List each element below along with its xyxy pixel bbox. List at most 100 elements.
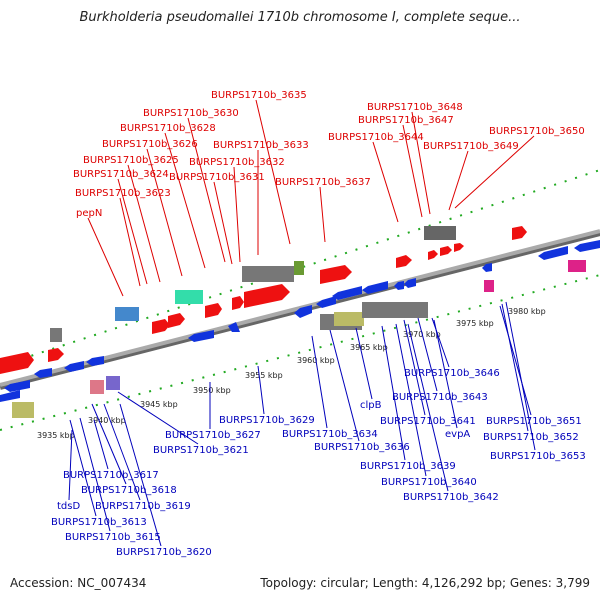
gene-label[interactable]: BURPS1710b_3639 <box>360 461 456 472</box>
gene-arrow[interactable] <box>205 303 222 318</box>
gene-arrow[interactable] <box>404 278 416 288</box>
gene-arrow[interactable] <box>482 263 492 272</box>
label-leader-line <box>117 178 148 285</box>
gene-label[interactable]: BURPS1710b_3632 <box>189 157 285 168</box>
gene-arrow[interactable] <box>440 246 452 256</box>
kbp-tick-label: 3935 kbp <box>37 431 75 440</box>
label-leader-line <box>501 303 529 432</box>
gene-arrow[interactable] <box>152 319 170 334</box>
gene-label[interactable]: BURPS1710b_3647 <box>358 115 454 126</box>
gene-label[interactable]: BURPS1710b_3620 <box>116 547 212 558</box>
kbp-tick-label: 3955 kbp <box>245 371 283 380</box>
gene-arrow[interactable] <box>316 296 336 308</box>
gene-block[interactable] <box>90 380 104 394</box>
gene-label[interactable]: BURPS1710b_3628 <box>120 123 216 134</box>
gene-label[interactable]: BURPS1710b_3631 <box>169 172 265 183</box>
gene-label[interactable]: BURPS1710b_3642 <box>403 492 499 503</box>
gene-label[interactable]: BURPS1710b_3650 <box>489 126 585 137</box>
gene-block[interactable] <box>175 290 203 304</box>
gene-arrow[interactable] <box>4 380 30 392</box>
gene-block[interactable] <box>12 402 34 418</box>
gene-arrow[interactable] <box>394 281 404 290</box>
gene-label[interactable]: BURPS1710b_3648 <box>367 102 463 113</box>
gene-label[interactable]: BURPS1710b_3646 <box>404 368 500 379</box>
gene-label[interactable]: BURPS1710b_3641 <box>380 416 476 427</box>
gene-arrow[interactable] <box>64 361 84 372</box>
label-leader-line <box>255 99 291 245</box>
gene-arrow[interactable] <box>396 255 412 268</box>
gene-block[interactable] <box>242 266 294 282</box>
gene-label[interactable]: BURPS1710b_3617 <box>63 470 159 481</box>
gene-label[interactable]: BURPS1710b_3627 <box>165 430 261 441</box>
label-leader-line <box>69 419 97 517</box>
label-leader-line <box>233 166 241 263</box>
gene-arrow[interactable] <box>362 281 388 294</box>
gene-label[interactable]: BURPS1710b_3640 <box>381 477 477 488</box>
gene-arrow[interactable] <box>428 250 438 260</box>
gene-label[interactable]: BURPS1710b_3637 <box>275 177 371 188</box>
gene-arrow[interactable] <box>320 265 352 284</box>
gene-arrow[interactable] <box>34 368 52 378</box>
label-leader-line <box>117 391 199 445</box>
gene-arrow[interactable] <box>168 313 185 328</box>
gene-arrow[interactable] <box>188 330 214 342</box>
gene-label[interactable]: BURPS1710b_3630 <box>143 108 239 119</box>
gene-arrow[interactable] <box>0 390 20 402</box>
gene-arrow[interactable] <box>454 243 464 252</box>
gene-label[interactable]: BURPS1710b_3649 <box>423 141 519 152</box>
gene-label[interactable]: BURPS1710b_3625 <box>83 155 179 166</box>
gene-arrow[interactable] <box>228 322 240 332</box>
gene-label[interactable]: BURPS1710b_3626 <box>102 139 198 150</box>
gene-arrow[interactable] <box>232 296 244 310</box>
gene-arrow[interactable] <box>332 286 362 300</box>
gene-arrow[interactable] <box>244 284 290 308</box>
gene-arrow[interactable] <box>512 226 527 240</box>
gene-label[interactable]: BURPS1710b_3619 <box>95 501 191 512</box>
gene-label[interactable]: BURPS1710b_3634 <box>282 429 378 440</box>
gene-block[interactable] <box>115 307 139 321</box>
gene-label[interactable]: BURPS1710b_3624 <box>73 169 169 180</box>
label-leader-line <box>499 305 532 416</box>
label-leader-line <box>187 117 226 263</box>
kbp-tick-label: 3975 kbp <box>456 319 494 328</box>
accession-text: Accession: NC_007434 <box>10 576 147 590</box>
gene-arrow[interactable] <box>574 240 600 252</box>
gene-label[interactable]: BURPS1710b_3653 <box>490 451 586 462</box>
kbp-tick-label: 3950 kbp <box>193 386 231 395</box>
gene-block[interactable] <box>362 302 428 318</box>
gene-label[interactable]: pepN <box>76 208 102 219</box>
gene-label[interactable]: BURPS1710b_3652 <box>483 432 579 443</box>
gene-label[interactable]: BURPS1710b_3643 <box>392 392 488 403</box>
gene-label[interactable]: BURPS1710b_3633 <box>213 140 309 151</box>
gene-label[interactable]: evpA <box>445 429 470 440</box>
gene-block[interactable] <box>424 226 456 240</box>
gene-label[interactable]: BURPS1710b_3629 <box>219 415 315 426</box>
gene-label[interactable]: BURPS1710b_3623 <box>75 188 171 199</box>
gene-label[interactable]: BURPS1710b_3644 <box>328 132 424 143</box>
gene-block[interactable] <box>294 261 304 275</box>
gene-block[interactable] <box>334 312 364 326</box>
gene-label[interactable]: BURPS1710b_3651 <box>486 416 582 427</box>
gene-label[interactable]: clpB <box>360 400 382 411</box>
gene-label[interactable]: BURPS1710b_3635 <box>211 90 307 101</box>
label-leader-line <box>119 403 162 547</box>
gene-block[interactable] <box>50 328 62 342</box>
gene-arrow[interactable] <box>0 352 34 374</box>
gene-label[interactable]: BURPS1710b_3618 <box>81 485 177 496</box>
gene-label[interactable]: BURPS1710b_3613 <box>51 517 147 528</box>
gene-block[interactable] <box>484 280 494 292</box>
gene-label[interactable]: BURPS1710b_3615 <box>65 532 161 543</box>
gene-block[interactable] <box>568 260 586 272</box>
gene-arrow[interactable] <box>538 246 568 260</box>
gene-arrow[interactable] <box>48 348 64 362</box>
gene-label[interactable]: tdsD <box>57 501 80 512</box>
label-leader-line <box>319 186 326 243</box>
gene-arrow[interactable] <box>294 305 312 318</box>
gene-arrow[interactable] <box>86 356 104 366</box>
label-leader-line <box>395 323 427 477</box>
gene-label[interactable]: BURPS1710b_3636 <box>314 442 410 453</box>
label-leader-line <box>257 365 265 415</box>
gene-label[interactable]: BURPS1710b_3621 <box>153 445 249 456</box>
gene-block[interactable] <box>106 376 120 390</box>
label-leader-line <box>79 417 111 532</box>
